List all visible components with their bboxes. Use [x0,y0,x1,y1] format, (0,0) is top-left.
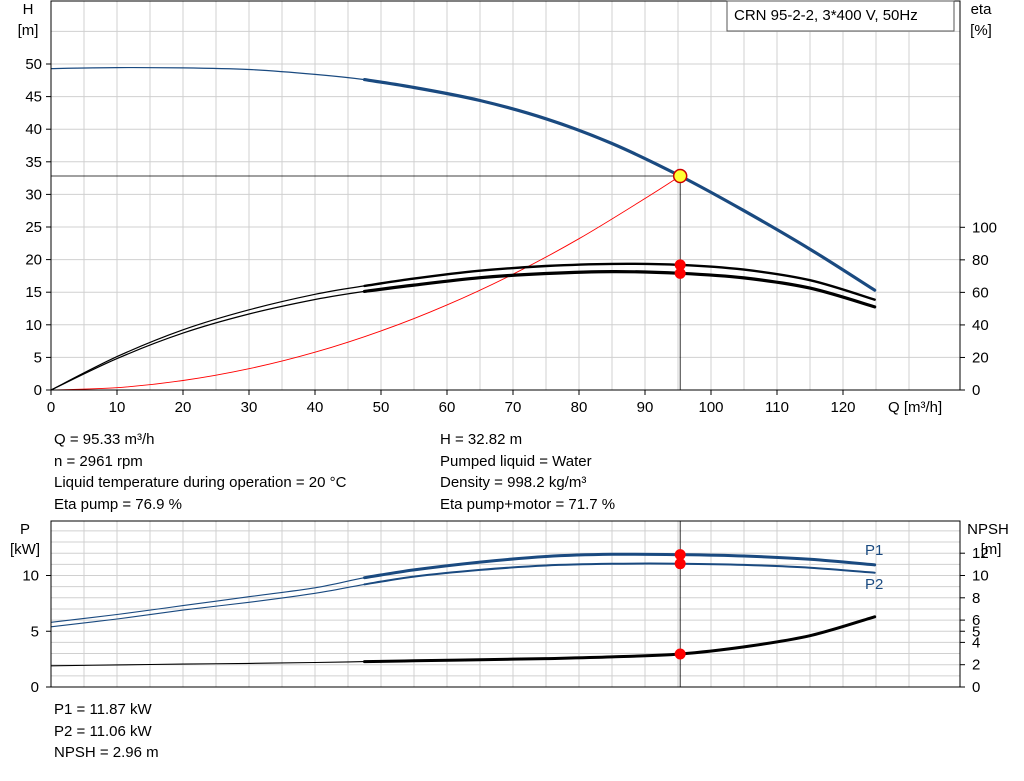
x-tick-label: 0 [47,399,55,416]
x-tick-label: 40 [307,399,324,416]
top-y2-tick-label: 0 [972,382,980,399]
eta-pump-curve-thin [50,263,875,391]
eta-pump-motor-curve-bold [362,269,877,309]
npsh-curve-thin [50,616,875,667]
top-y-tick-label: 15 [25,284,42,301]
head-curve-bold [362,78,877,292]
top-y2-tick-label: 100 [972,219,997,236]
bottom-y2-tick-label: 12 [972,545,989,562]
x-tick-label: 60 [439,399,456,416]
top-y2-tick-label: 60 [972,284,989,301]
eta-pump-motor-curve-thin [50,270,875,391]
eta-pump-motor-marker [674,267,686,279]
npsh-curve-bold [363,615,877,664]
x-tick-label: 10 [109,399,126,416]
top-y2-tick-label: 20 [972,349,989,366]
top-y2-tick-label: 40 [972,317,989,334]
p1-marker [674,549,686,561]
bottom-chart-grid [51,521,960,687]
p2-curve-bold [363,562,876,586]
p2-curve-label: P2 [865,576,883,593]
info-pumped-liquid: Pumped liquid = Water [440,452,592,470]
bottom-y-tick-label: 5 [31,623,39,640]
top-y-tick-label: 25 [25,219,42,236]
x-tick-label: 100 [698,399,723,416]
info-top-left: Q = 95.33 m³/h n = 2961 rpm Liquid tempe… [54,429,346,515]
info-bottom: P1 = 11.87 kW P2 = 11.06 kW NPSH = 2.96 … [54,699,159,764]
bottom-y-unit-right: [m] [981,541,1002,558]
x-tick-label: 30 [241,399,258,416]
p2-curve-thin [50,563,875,628]
top-y-tick-label: 20 [25,252,42,269]
x-tick-label: 50 [373,399,390,416]
top-chart-grid [51,1,960,390]
npsh-marker [674,648,686,660]
bottom-y2-tick-label: 8 [972,590,980,607]
bottom-y-label-left: P [20,521,30,538]
top-x-label: Q [m³/h] [888,399,942,416]
top-y2-tick-label: 80 [972,252,989,269]
top-y-tick-label: 0 [34,382,42,399]
bottom-y2-tick-label: 0 [972,679,980,696]
bottom-y-label-right: NPSH [967,521,1009,538]
legend-box [726,0,955,32]
info-speed: n = 2961 rpm [54,452,143,470]
bottom-y-tick-label: 0 [31,679,39,696]
x-tick-label: 90 [637,399,654,416]
top-y-label-right: eta [971,1,993,18]
info-top-right: H = 32.82 m Pumped liquid = Water Densit… [440,429,615,515]
top-y-tick-label: 5 [34,349,42,366]
top-y-tick-label: 45 [25,89,42,106]
top-y-unit-left: [m] [18,22,39,39]
x-tick-label: 80 [571,399,588,416]
top-chart-frame [50,0,961,391]
chart-curves [50,66,877,687]
info-p2: P2 = 11.06 kW [54,722,152,740]
top-y-tick-label: 30 [25,186,42,203]
info-liquid-temperature: Liquid temperature during operation = 20… [54,474,347,491]
top-y-label-left: H [23,1,34,18]
legend-box-text: CRN 95-2-2, 3*400 V, 50Hz [734,7,918,24]
bottom-y2-tick-label: 10 [972,568,989,585]
top-y-tick-label: 10 [25,317,42,334]
system-curve-thin [50,175,681,391]
info-p1: P1 = 11.87 kW [54,701,152,718]
bottom-y2-tick-label: 5 [972,623,980,640]
info-eta-pump-motor: Eta pump+motor = 71.7 % [440,495,616,513]
top-y-tick-label: 35 [25,154,42,171]
info-eta-pump: Eta pump = 76.9 % [54,495,182,513]
bottom-y-unit-left: [kW] [10,541,40,558]
x-tick-label: 120 [830,399,855,416]
info-npsh: NPSH = 2.96 m [54,744,159,761]
bottom-y-tick-label: 10 [22,568,39,585]
duty-point-marker [672,168,688,184]
x-tick-label: 110 [765,399,789,416]
p2-marker [674,558,686,570]
bottom-y2-tick-label: 6 [972,612,980,629]
p1-curve-bold [363,552,877,580]
eta-pump-marker [674,259,686,271]
eta-pump-curve-bold [363,262,876,301]
chart-frames [50,0,961,688]
x-tick-label: 20 [175,399,192,416]
bottom-y2-tick-label: 2 [972,657,980,674]
top-y-tick-label: 50 [25,56,42,73]
x-tick-label: 70 [505,399,522,416]
top-y-tick-label: 40 [25,121,42,138]
info-density: Density = 998.2 kg/m³ [440,474,587,491]
head-curve-thin [50,66,876,291]
chart-tick-labels: 0 10 20 30 40 50 60 70 80 90 100 110 120051015202530… [22,56,997,696]
bottom-chart-frame [50,520,961,688]
top-y-unit-right: [%] [970,22,992,39]
bottom-y2-tick-label: 4 [972,634,980,651]
info-flow: Q = 95.33 m³/h [54,431,155,448]
info-head: H = 32.82 m [440,431,523,448]
p1-curve-label: P1 [865,542,883,559]
